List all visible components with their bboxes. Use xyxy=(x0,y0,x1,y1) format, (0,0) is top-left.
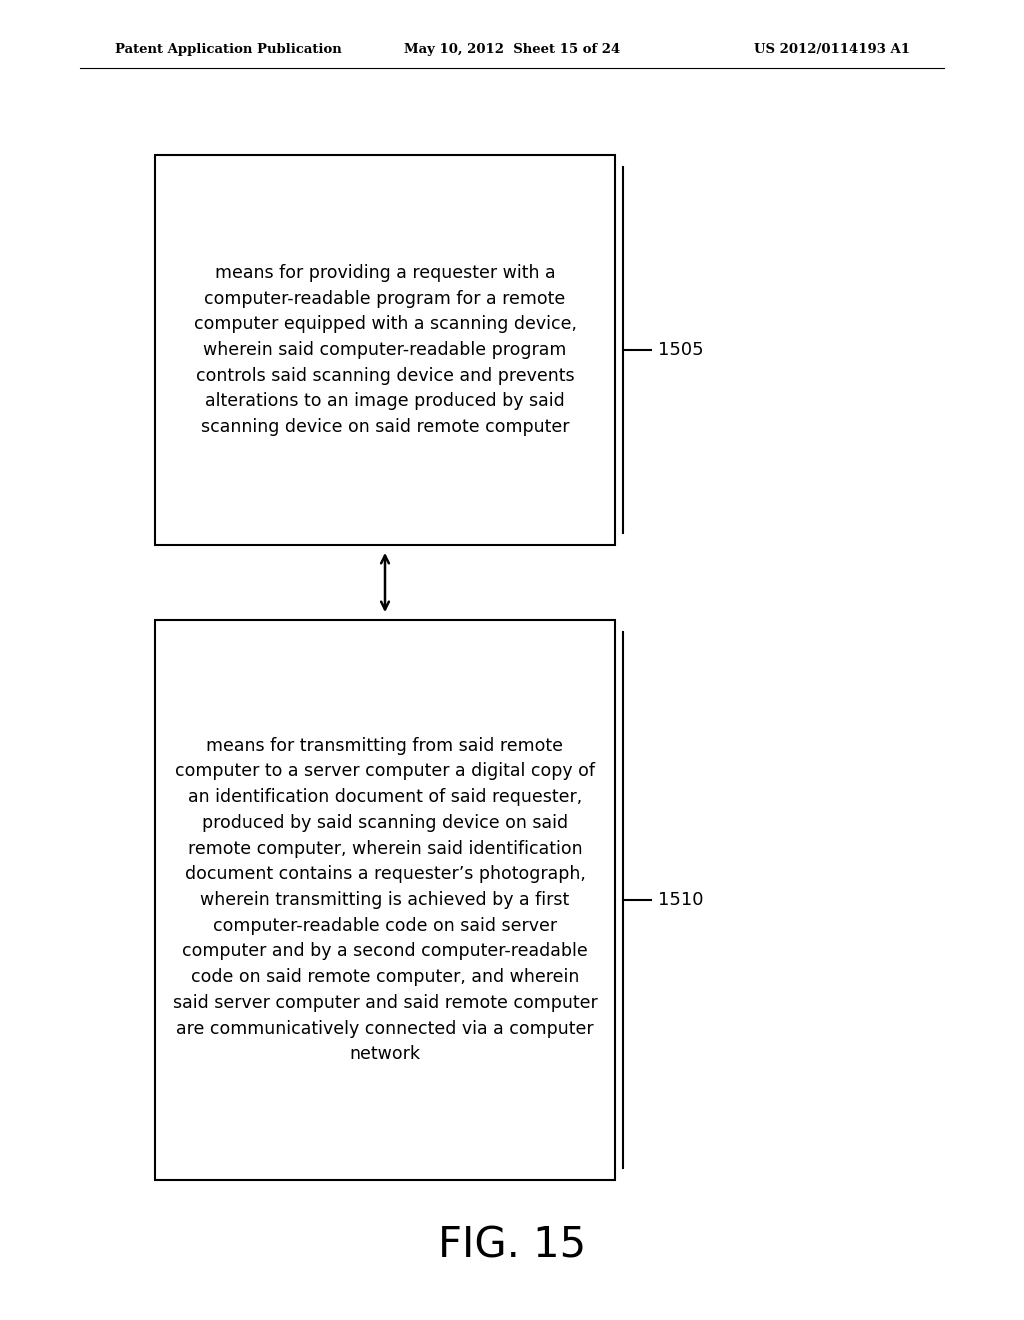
Text: means for transmitting from said remote
computer to a server computer a digital : means for transmitting from said remote … xyxy=(173,737,597,1063)
Text: May 10, 2012  Sheet 15 of 24: May 10, 2012 Sheet 15 of 24 xyxy=(403,44,621,57)
Text: FIG. 15: FIG. 15 xyxy=(438,1224,586,1266)
Text: means for providing a requester with a
computer-readable program for a remote
co: means for providing a requester with a c… xyxy=(194,264,577,436)
Text: 1510: 1510 xyxy=(658,891,703,909)
Text: Patent Application Publication: Patent Application Publication xyxy=(115,44,342,57)
Bar xyxy=(155,154,615,545)
Bar xyxy=(155,620,615,1180)
Text: 1505: 1505 xyxy=(658,341,703,359)
Text: US 2012/0114193 A1: US 2012/0114193 A1 xyxy=(754,44,910,57)
